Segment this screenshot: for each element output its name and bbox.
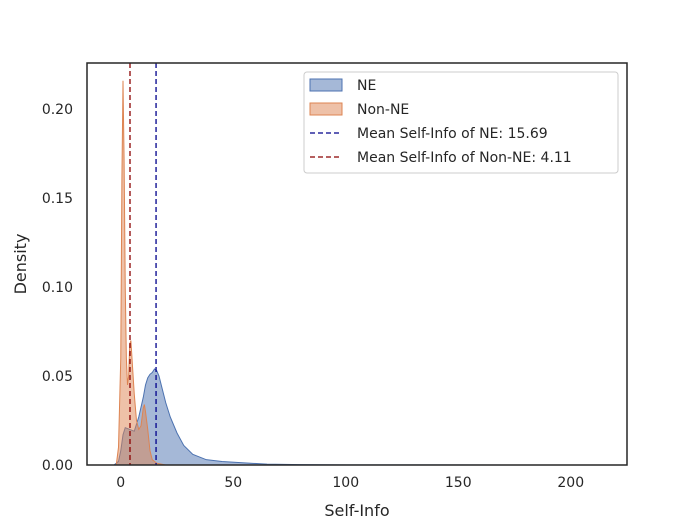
legend-entry-label: Non-NE — [357, 102, 409, 118]
x-tick-label: 200 — [557, 475, 584, 491]
legend-entry-label: Mean Self-Info of NE: 15.69 — [357, 126, 548, 142]
legend-box — [303, 71, 619, 174]
axis-ticks: 0 50 100 150 200 0.00 0.05 0.10 0.15 0.20 — [42, 102, 584, 491]
x-axis-label: Self-Info — [324, 501, 389, 520]
legend-entry-label: Mean Self-Info of Non-NE: 4.11 — [357, 150, 572, 166]
density-area-non-ne — [115, 80, 166, 465]
x-tick-label: 150 — [445, 475, 472, 491]
y-tick-label: 0.20 — [42, 102, 73, 118]
legend-swatch — [309, 102, 343, 116]
y-tick-label: 0.10 — [42, 280, 73, 296]
x-tick-label: 0 — [116, 475, 125, 491]
plot-series — [113, 63, 594, 465]
legend-entry-label: NE — [357, 78, 376, 94]
x-tick-label: 50 — [224, 475, 242, 491]
x-tick-label: 100 — [332, 475, 359, 491]
plot-area — [113, 63, 594, 465]
y-tick-label: 0.00 — [42, 458, 73, 474]
y-tick-label: 0.15 — [42, 191, 73, 207]
legend-swatch — [309, 78, 343, 92]
legend: NE Non-NE Mean Self-Info of NE: 15.69 Mean … — [303, 71, 619, 174]
y-axis-label: Density — [11, 234, 30, 295]
y-tick-label: 0.05 — [42, 369, 73, 385]
plot-frame — [86, 62, 628, 466]
